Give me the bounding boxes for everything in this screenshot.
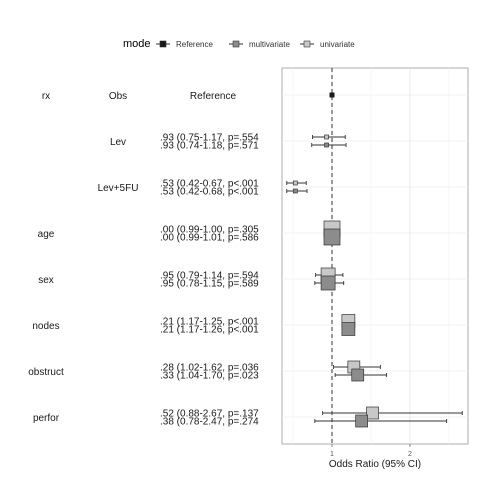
legend-item-Reference: Reference	[156, 40, 213, 49]
point-estimate-multivariate	[323, 228, 341, 246]
legend-item-multivariate: multivariate	[229, 40, 290, 49]
legend: mode Reference multivariate univariate	[123, 38, 355, 50]
ci-text-univariate: .21 (1.17-1.25, p<.001	[160, 317, 259, 328]
row-variable: nodes	[32, 321, 59, 332]
x-axis-title: Odds Ratio (95% CI)	[329, 459, 421, 470]
x-tick-label: 2	[408, 451, 412, 458]
ci-text-multivariate: .95 (0.78-1.15, p=.589	[160, 279, 259, 290]
row-level: Lev	[110, 137, 126, 148]
header-level: Obs	[109, 91, 127, 102]
point-estimate-multivariate	[324, 142, 329, 148]
row-level: Lev+5FU	[98, 183, 139, 194]
ci-text-multivariate: .93 (0.74-1.18, p=.571	[160, 141, 259, 152]
legend-label: univariate	[320, 40, 355, 49]
x-tick-label: 1	[330, 451, 334, 458]
legend-label: multivariate	[249, 40, 290, 49]
point-estimate-multivariate	[355, 414, 368, 428]
header-estimate: Reference	[190, 91, 237, 102]
panel-border	[281, 67, 469, 445]
ci-text-multivariate: .38 (0.78-2.47, p=.274	[160, 417, 259, 428]
ci-text-multivariate: .53 (0.42-0.68, p<.001	[160, 187, 259, 198]
row-variable: obstruct	[28, 367, 64, 378]
point-estimate-multivariate	[320, 275, 336, 291]
plot-panel	[281, 67, 469, 445]
ci-text-univariate: .00 (0.99-1.00, p=.305	[160, 225, 259, 236]
row-variable: sex	[38, 275, 54, 286]
legend-title: mode	[123, 38, 151, 50]
point-estimate-multivariate	[351, 368, 365, 382]
ci-text-multivariate: .21 (1.17-1.26, p<.001	[160, 325, 259, 336]
legend-key-box	[159, 40, 167, 48]
point-estimate-multivariate	[341, 322, 356, 336]
ci-text-univariate: .28 (1.02-1.62, p=.036	[160, 363, 259, 374]
point-estimate-univariate	[292, 180, 298, 186]
ci-text-multivariate: .00 (0.99-1.01, p=.586	[160, 233, 259, 244]
legend-item-univariate: univariate	[300, 40, 355, 49]
point-estimate-univariate	[366, 406, 379, 420]
ci-text-univariate: .52 (0.88-2.67, p=.137	[160, 409, 259, 420]
point-estimate-univariate	[324, 134, 329, 140]
legend-label: Reference	[176, 40, 213, 49]
row-variable: age	[38, 229, 55, 240]
reference-point	[329, 92, 335, 98]
row-variable: perfor	[33, 413, 60, 424]
ci-text-univariate: .93 (0.75-1.17, p=.554	[160, 133, 259, 144]
point-estimate-multivariate	[292, 188, 298, 194]
ci-text-univariate: .95 (0.79-1.14, p=.594	[160, 271, 259, 282]
ci-text-univariate: .53 (0.42-0.67, p<.001	[160, 179, 259, 190]
ci-text-multivariate: .33 (1.04-1.70, p=.023	[160, 371, 259, 382]
legend-key-box	[232, 40, 240, 48]
legend-key-box	[303, 40, 311, 48]
header-variable: rx	[42, 91, 50, 102]
